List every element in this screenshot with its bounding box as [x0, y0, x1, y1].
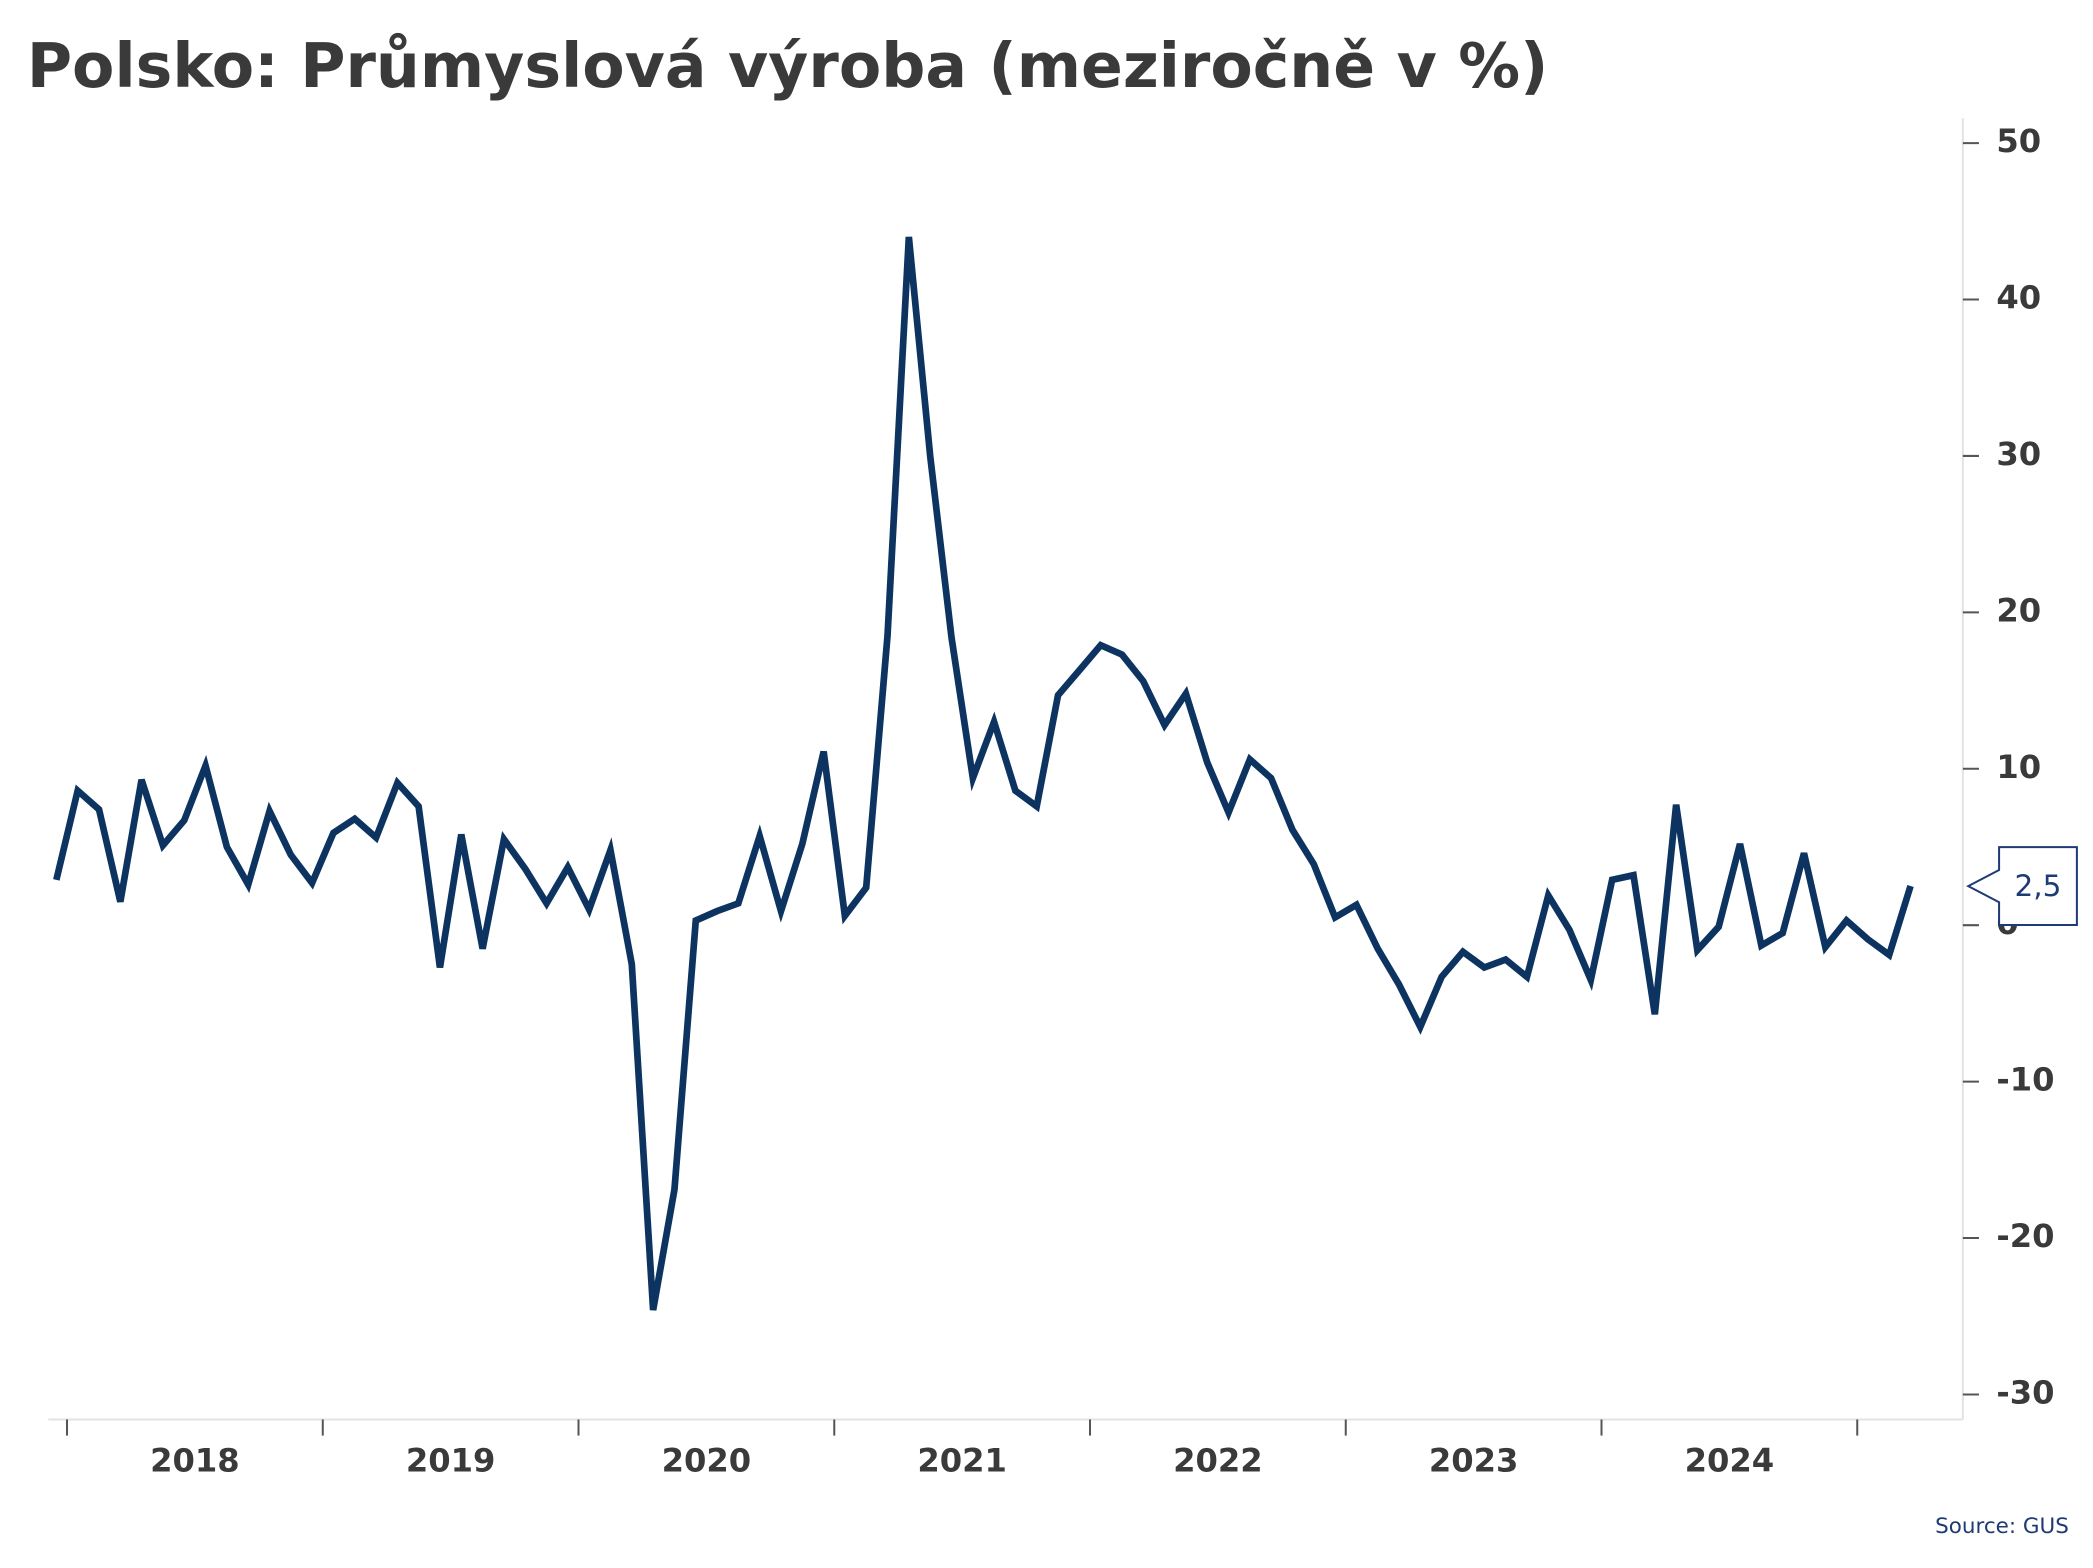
y-tick-label: 50	[1996, 122, 2041, 160]
x-tick-label: 2018	[150, 1441, 240, 1479]
value-callout	[1966, 846, 2078, 927]
x-tick-label: 2024	[1685, 1441, 1775, 1479]
data-line	[53, 236, 1914, 1311]
x-tick-label: 2022	[1173, 1441, 1263, 1479]
x-tick-label: 2023	[1429, 1441, 1519, 1479]
x-tick-label: 2020	[662, 1441, 752, 1479]
y-tick-label: -30	[1996, 1373, 2054, 1411]
source-note: Source: GUS	[1935, 1514, 2069, 1539]
y-tick-label: 40	[1996, 279, 2041, 317]
value-label: 2,5	[2015, 869, 2062, 903]
x-tick-label: 2019	[406, 1441, 496, 1479]
y-tick-label: 10	[1996, 748, 2041, 786]
x-tick-label: 2021	[917, 1441, 1007, 1479]
y-tick-label: -20	[1996, 1217, 2054, 1255]
y-tick-label: 20	[1996, 591, 2041, 629]
chart-title: Polsko: Průmyslová výroba (meziročně v %…	[27, 30, 1548, 102]
y-tick-label: 30	[1996, 435, 2041, 473]
y-tick-label: -10	[1996, 1061, 2054, 1099]
